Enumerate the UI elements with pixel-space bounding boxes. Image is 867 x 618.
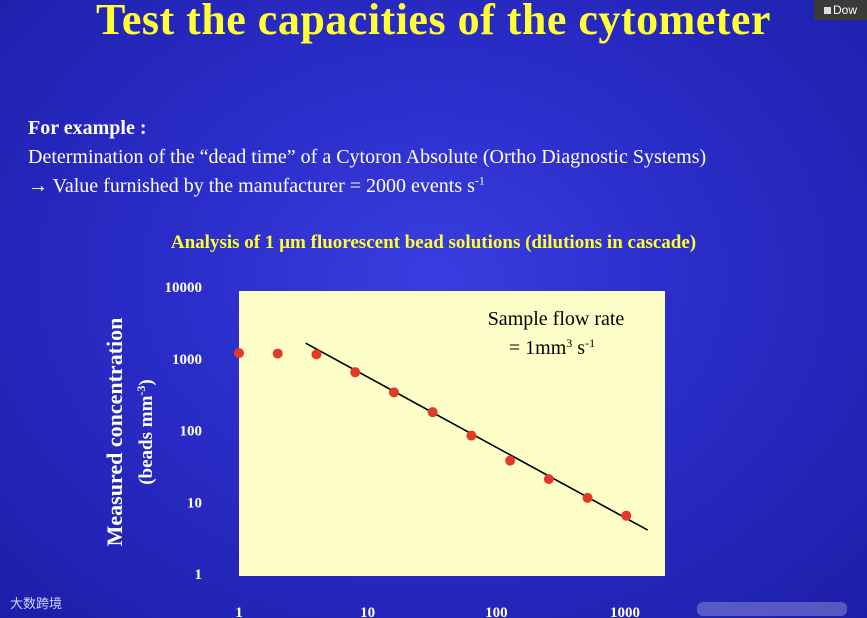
annotation-line-2: = 1mm3 s-1 <box>509 336 595 359</box>
download-badge-label: Dow <box>832 3 857 17</box>
data-point-5 <box>427 407 438 418</box>
manufacturer-value-text: → Value furnished by the manufacturer = … <box>28 175 475 197</box>
x-tick-label-1: 10 <box>360 605 375 618</box>
data-point-0 <box>234 348 244 359</box>
y-axis-unit-text: (beads mm <box>136 395 157 484</box>
slide-title: Test the capacities of the cytometer <box>96 0 771 44</box>
for-example-label: For example : <box>28 117 147 139</box>
download-badge[interactable]: Dow <box>814 0 867 20</box>
y-axis-unit-exponent: -3 <box>134 386 148 396</box>
data-point-1 <box>272 348 283 359</box>
data-point-4 <box>388 387 399 398</box>
annotation-text-b: s <box>572 337 585 359</box>
y-tick-label-4: 1 <box>195 567 203 583</box>
plot-area <box>239 291 665 576</box>
x-tick-label-0: 1 <box>235 605 243 618</box>
data-point-2 <box>311 349 322 360</box>
data-point-6 <box>466 430 477 441</box>
y-axis-label: Measured concentration <box>102 318 127 547</box>
annotation-line-1: Sample flow rate <box>488 308 625 330</box>
description-line: Determination of the “dead time” of a Cy… <box>28 146 707 168</box>
data-point-9 <box>582 492 593 503</box>
manufacturer-value-line: → Value furnished by the manufacturer = … <box>28 173 485 198</box>
chart-heading: Analysis of 1 µm fluorescent bead soluti… <box>170 232 697 253</box>
y-axis-unit-close: ) <box>136 379 157 385</box>
watermark-blur <box>697 602 847 616</box>
data-point-8 <box>543 474 554 485</box>
annotation-exponent-a: 3 <box>566 336 572 350</box>
annotation-exponent-b: -1 <box>585 336 595 350</box>
y-tick-label-0: 10000 <box>165 280 203 296</box>
manufacturer-value-exponent: -1 <box>474 173 485 188</box>
data-point-7 <box>505 455 516 466</box>
y-tick-label-2: 100 <box>180 424 203 440</box>
watermark-logo: 大数跨境 <box>10 597 63 612</box>
x-tick-label-3: 1000 <box>610 605 640 618</box>
y-axis-unit: (beads mm-3) <box>134 379 157 485</box>
y-tick-label-1: 1000 <box>172 352 202 368</box>
data-point-10 <box>621 510 632 521</box>
y-tick-label-3: 10 <box>187 495 202 511</box>
download-icon <box>823 6 831 14</box>
x-tick-label-2: 100 <box>485 605 508 618</box>
data-point-3 <box>350 367 361 378</box>
annotation-text-a: = 1mm <box>509 337 567 359</box>
